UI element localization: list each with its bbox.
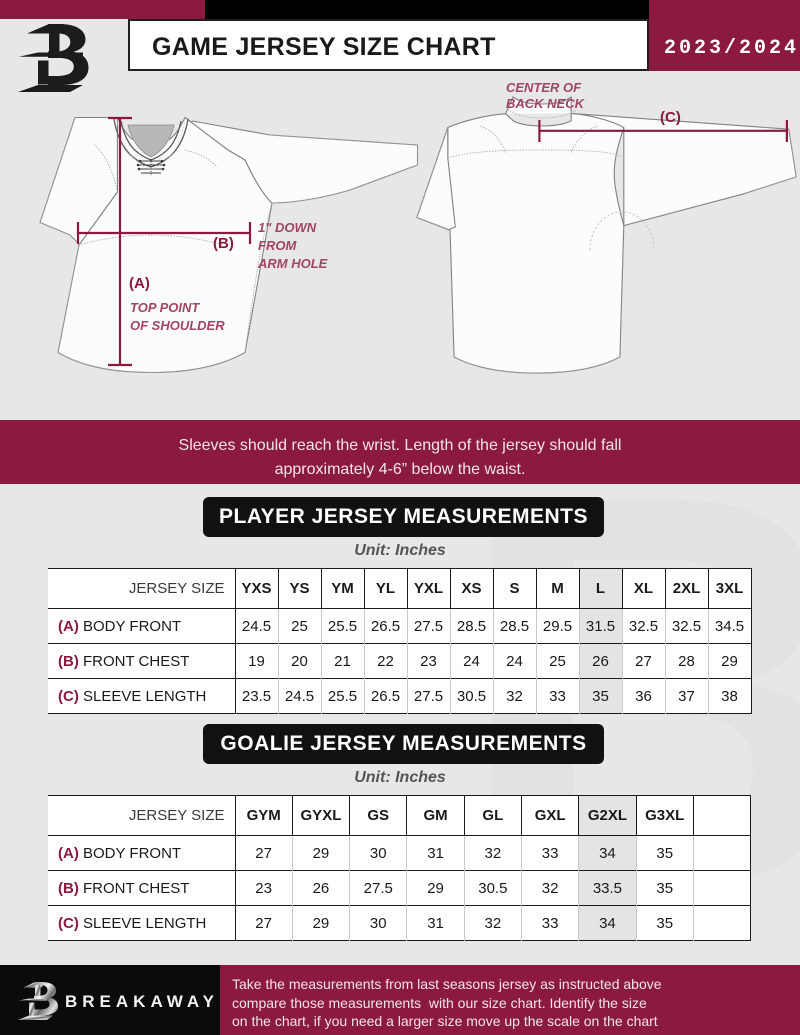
svg-text:BACK NECK: BACK NECK [506,96,586,111]
svg-text:(C): (C) [660,109,681,126]
svg-text:CENTER OF: CENTER OF [506,80,582,95]
